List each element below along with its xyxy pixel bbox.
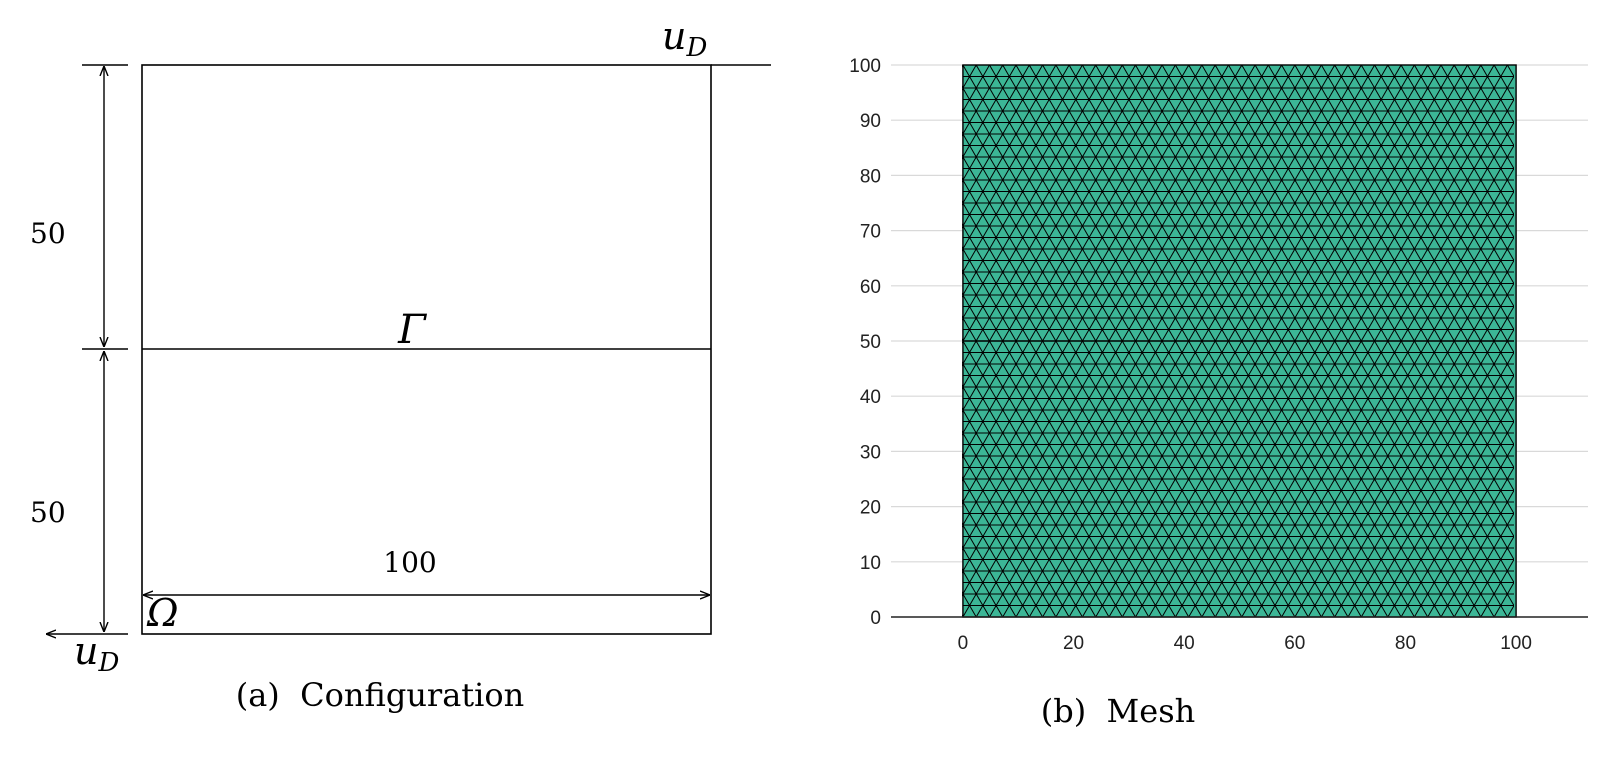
- mesh-panel: 0 10 20 30 40 50 60 70 80 90 100 0 20 40 60 80 100 (b) …: [849, 56, 1588, 730]
- configuration-panel: 50 50 100 Γ Ω uD uD (a) Configuration: [30, 14, 771, 714]
- x-tick-label: 20: [1063, 633, 1084, 654]
- mesh-caption: (b) Mesh: [1041, 692, 1196, 730]
- y-tick-label: 0: [870, 608, 881, 629]
- top-height-label: 50: [30, 217, 66, 250]
- y-tick-label: 70: [860, 222, 881, 243]
- top-bc-subscript: D: [685, 33, 707, 63]
- interface-label: Γ: [397, 307, 427, 353]
- y-tick-label: 100: [849, 56, 881, 77]
- y-tick-label: 50: [860, 332, 881, 353]
- y-tick-label: 60: [860, 277, 881, 298]
- x-tick-label: 80: [1395, 633, 1416, 654]
- bottom-bc-symbol: u: [74, 629, 98, 673]
- y-tick-label: 90: [860, 111, 881, 132]
- bottom-bc-subscript: D: [97, 648, 119, 678]
- top-bc-symbol: u: [662, 14, 686, 58]
- y-tick-label: 40: [860, 387, 881, 408]
- bottom-bc-label: uD: [74, 629, 119, 678]
- width-label: 100: [383, 546, 436, 579]
- mesh-edges: [962, 65, 1514, 617]
- domain-label: Ω: [146, 591, 179, 635]
- y-tick-labels: 0 10 20 30 40 50 60 70 80 90 100: [849, 56, 881, 629]
- x-tick-label: 40: [1174, 633, 1195, 654]
- bottom-height-label: 50: [30, 496, 66, 529]
- y-tick-label: 80: [860, 166, 881, 187]
- x-tick-label: 100: [1500, 633, 1532, 654]
- x-tick-label: 0: [958, 633, 969, 654]
- y-tick-label: 20: [860, 498, 881, 519]
- top-bc-label: uD: [662, 14, 707, 63]
- x-tick-label: 60: [1284, 633, 1305, 654]
- x-tick-labels: 0 20 40 60 80 100: [958, 633, 1532, 654]
- y-tick-label: 10: [860, 553, 881, 574]
- y-tick-label: 30: [860, 442, 881, 463]
- configuration-caption: (a) Configuration: [236, 676, 525, 714]
